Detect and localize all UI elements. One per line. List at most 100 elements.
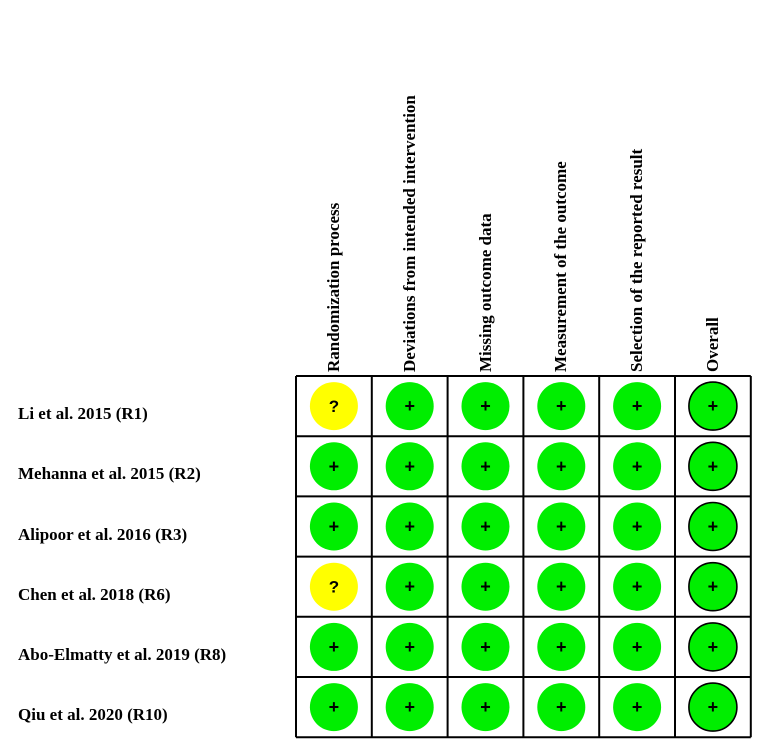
low-risk-marker-r2-c4: + [613,502,662,551]
low-risk-marker-r0-c3: + [537,382,586,431]
low-risk-marker-r3-c1: + [385,562,434,611]
low-risk-marker-r5-c0: + [309,683,358,732]
low-risk-marker-r1-c3: + [537,442,586,491]
low-risk-marker-r3-c2: + [461,562,510,611]
low-risk-marker-r4-c2: + [461,622,510,671]
domain-header-2: Missing outcome data [475,213,495,372]
judgement-circle [461,382,510,431]
judgement-circle [688,622,738,672]
low-risk-marker-r4-c5: + [688,622,738,672]
judgement-circle [385,382,434,431]
low-risk-marker-r2-c1: + [385,502,434,551]
judgement-symbol: + [480,396,491,416]
judgement-circle [461,562,510,611]
judgement-symbol: + [632,637,643,657]
judgement-circle [385,622,434,671]
judgement-symbol: + [632,517,643,537]
judgement-circle [613,683,662,732]
judgement-symbol: + [404,577,415,597]
domain-header-4: Selection of the reported result [627,148,647,372]
judgement-circle [385,502,434,551]
judgement-symbol: + [404,637,415,657]
judgement-circle [537,382,586,431]
judgement-symbol: + [404,517,415,537]
study-label-0: Li et al. 2015 (R1) [18,404,148,424]
study-label-1: Mehanna et al. 2015 (R2) [18,464,201,484]
judgement-circle [461,622,510,671]
judgement-circle [461,683,510,732]
study-label-5: Qiu et al. 2020 (R10) [18,705,168,725]
low-risk-marker-r2-c0: + [309,502,358,551]
judgement-symbol: + [404,697,415,717]
judgement-symbol: + [556,697,567,717]
low-risk-marker-r5-c5: + [688,682,738,732]
judgement-circle [385,442,434,491]
low-risk-marker-r1-c5: + [688,441,738,492]
judgement-circle [309,442,358,491]
judgement-circle [461,502,510,551]
domain-header-5: Overall [702,317,722,372]
judgement-circle [613,382,662,431]
judgement-circle [385,683,434,732]
low-risk-marker-r4-c4: + [613,622,662,671]
judgement-symbol: + [556,577,567,597]
judgement-circle [385,562,434,611]
judgement-symbol: + [708,456,719,476]
judgement-circle [688,441,738,492]
judgement-circle [309,683,358,732]
judgement-symbol: + [404,456,415,476]
low-risk-marker-r1-c0: + [309,442,358,491]
low-risk-marker-r5-c3: + [537,683,586,732]
study-label-3: Chen et al. 2018 (R6) [18,584,171,604]
judgement-circle [613,442,662,491]
low-risk-marker-r3-c5: + [688,561,738,612]
judgement-circle [309,622,358,671]
low-risk-marker-r2-c3: + [537,502,586,551]
judgement-symbol: + [556,456,567,476]
domain-header-1: Deviations from intended intervention [399,95,419,372]
low-risk-marker-r0-c2: + [461,382,510,431]
study-label-2: Alipoor et al. 2016 (R3) [18,524,188,544]
domain-header-3: Measurement of the outcome [551,161,571,372]
judgement-circle [688,381,738,431]
judgement-circle [688,682,738,732]
judgement-symbol: + [556,637,567,657]
judgement-circle [537,562,586,611]
judgement-symbol: + [632,396,643,416]
judgement-circle [537,502,586,551]
judgement-symbol: + [329,517,340,537]
judgement-symbol: ? [329,578,339,597]
judgement-circle [461,442,510,491]
some-concerns-marker-r0-c0: ? [309,382,358,431]
low-risk-marker-r0-c4: + [613,382,662,431]
judgement-symbol: + [556,396,567,416]
judgement-symbol: + [480,637,491,657]
low-risk-marker-r4-c0: + [309,622,358,671]
judgement-symbol: + [632,697,643,717]
low-risk-marker-r2-c5: + [688,501,738,552]
judgement-symbol: + [708,577,719,597]
judgement-symbol: + [708,396,719,416]
judgement-circle [688,501,738,552]
judgement-symbol: + [480,456,491,476]
judgement-symbol: + [708,697,719,717]
domain-header-0: Randomization process [323,202,343,372]
low-risk-marker-r0-c1: + [385,382,434,431]
low-risk-marker-r3-c4: + [613,562,662,611]
judgement-symbol: + [632,577,643,597]
low-risk-marker-r4-c1: + [385,622,434,671]
low-risk-marker-r0-c5: + [688,381,738,431]
judgement-symbol: + [556,517,567,537]
low-risk-marker-r5-c2: + [461,683,510,732]
judgement-symbol: + [480,577,491,597]
judgement-symbol: + [480,517,491,537]
low-risk-marker-r4-c3: + [537,622,586,671]
judgement-symbol: + [480,697,491,717]
judgement-circle [309,562,358,611]
judgement-circle [537,622,586,671]
low-risk-marker-r3-c3: + [537,562,586,611]
judgement-symbol: + [329,637,340,657]
study-label-4: Abo-Elmatty et al. 2019 (R8) [18,644,227,664]
